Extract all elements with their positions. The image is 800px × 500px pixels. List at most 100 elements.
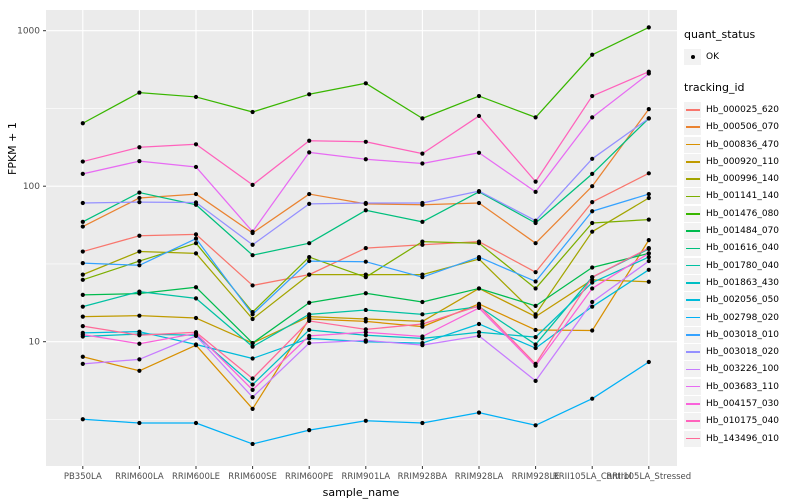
data-point — [193, 420, 199, 426]
legend-key-line-icon — [684, 240, 701, 257]
data-point — [533, 361, 538, 366]
data-point — [646, 107, 651, 112]
legend-item-Hb_004157_030: Hb_004157_030 — [684, 395, 800, 412]
legend-label: Hb_000920_110 — [706, 156, 780, 167]
data-point — [250, 376, 255, 381]
data-point — [80, 304, 85, 309]
data-point — [590, 209, 595, 214]
data-point — [250, 242, 255, 247]
data-point — [533, 342, 538, 347]
data-point — [363, 208, 368, 213]
data-point — [307, 92, 312, 97]
data-point — [420, 299, 425, 305]
data-point — [363, 200, 368, 206]
data-point — [646, 251, 651, 256]
data-point — [250, 312, 255, 317]
data-point — [307, 340, 312, 346]
data-point — [137, 233, 142, 238]
data-point — [590, 299, 595, 305]
data-point — [476, 330, 482, 335]
data-point — [476, 286, 482, 291]
data-point — [533, 286, 538, 291]
legend-item-Hb_002798_020: Hb_002798_020 — [684, 309, 800, 326]
data-point — [476, 150, 482, 155]
data-point — [533, 241, 538, 246]
data-point — [137, 420, 142, 426]
data-point — [250, 387, 255, 392]
data-point — [307, 428, 312, 433]
x-tick-label: RRIM600LE — [172, 472, 220, 482]
data-point — [590, 156, 595, 161]
data-point — [250, 406, 255, 411]
legend-key-line-icon — [684, 309, 701, 326]
data-point — [533, 423, 538, 428]
legend-key-line-icon — [684, 119, 701, 136]
data-point — [80, 171, 85, 176]
data-point — [250, 316, 255, 322]
data-point — [590, 171, 595, 176]
data-point — [420, 420, 425, 426]
legend-key-line-icon — [684, 101, 701, 118]
data-point — [420, 242, 425, 247]
legend-item-Hb_001863_430: Hb_001863_430 — [684, 274, 800, 291]
data-point — [420, 161, 425, 166]
legend-label: Hb_002798_020 — [706, 312, 780, 323]
data-point — [363, 245, 368, 251]
data-point — [646, 217, 651, 222]
legend-label: Hb_003683_110 — [706, 381, 780, 392]
data-point — [193, 241, 199, 246]
data-point — [646, 245, 651, 251]
legend-item-Hb_002056_050: Hb_002056_050 — [684, 292, 800, 309]
data-point — [307, 191, 312, 197]
data-point — [250, 253, 255, 258]
legend-key-line-icon — [684, 326, 701, 343]
data-point — [137, 368, 142, 373]
y-axis-title: FPKM + 1 — [6, 122, 19, 175]
data-point — [250, 283, 255, 288]
data-point — [193, 200, 199, 205]
data-point — [307, 258, 312, 264]
data-point — [646, 195, 651, 201]
y-tick-label: 10 — [29, 338, 41, 348]
data-point — [250, 344, 255, 349]
data-point — [363, 259, 368, 264]
data-point — [307, 312, 312, 317]
legend-label: Hb_143496_010 — [706, 433, 780, 444]
data-point — [590, 265, 595, 270]
data-point — [363, 327, 368, 332]
legend-item-Hb_143496_010: Hb_143496_010 — [684, 430, 800, 447]
legend-key-line-icon — [684, 257, 701, 274]
data-point — [363, 291, 368, 296]
legend-item-Hb_010175_040: Hb_010175_040 — [684, 413, 800, 430]
data-point — [250, 229, 255, 234]
data-point — [533, 378, 538, 383]
ok-point-key — [684, 48, 701, 65]
data-point — [193, 296, 199, 301]
legend-item-Hb_000920_110: Hb_000920_110 — [684, 153, 800, 170]
legend-key-line-icon — [684, 223, 701, 240]
legend-label: Hb_001616_040 — [706, 243, 780, 254]
data-point — [476, 333, 482, 338]
data-point — [193, 164, 199, 170]
data-point — [137, 333, 142, 338]
data-point — [80, 292, 85, 297]
data-point — [250, 109, 255, 115]
legend-label: Hb_000836_470 — [706, 139, 780, 150]
data-point — [307, 241, 312, 246]
data-point — [193, 285, 199, 290]
data-point — [80, 121, 85, 126]
data-point — [307, 254, 312, 260]
data-point — [646, 69, 651, 74]
data-point — [307, 300, 312, 305]
data-point — [420, 275, 425, 280]
data-point — [476, 254, 482, 260]
legend-label: Hb_001780_040 — [706, 260, 780, 271]
data-point — [307, 201, 312, 206]
data-point — [533, 270, 538, 275]
data-point — [137, 90, 142, 95]
y-tick-label: 100 — [23, 182, 40, 192]
legend-key-line-icon — [684, 395, 701, 412]
x-tick-label: RRIM901LA — [341, 472, 390, 482]
data-point — [420, 239, 425, 244]
